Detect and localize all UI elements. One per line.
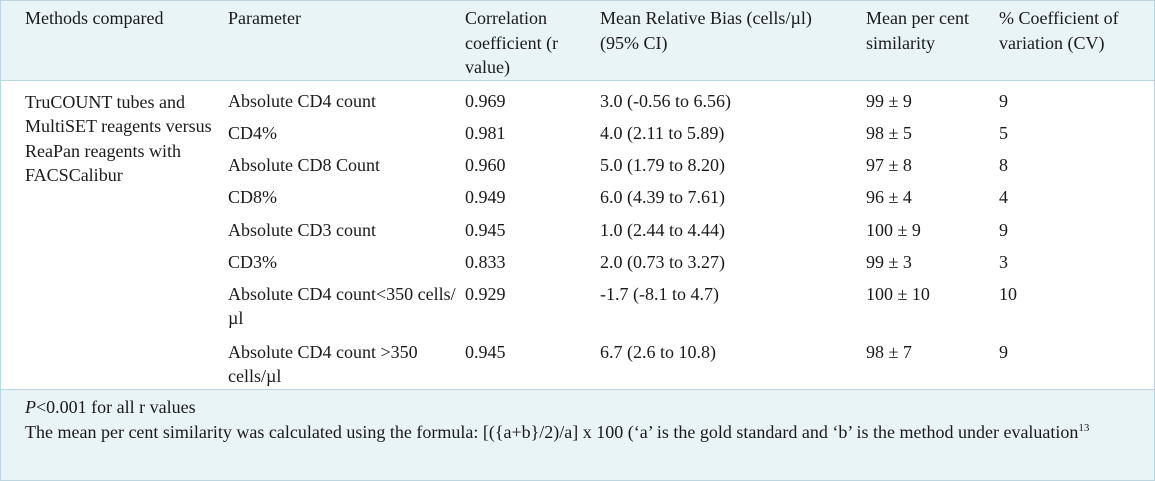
p-value-text: <0.001 for all r values: [36, 397, 196, 417]
r-value-cell: 0.945: [465, 220, 506, 240]
r-value-cell: 0.833: [465, 252, 506, 272]
r-value-cell: 0.960: [465, 155, 506, 175]
parameter-cell: CD4%: [228, 123, 277, 143]
parameter-cell: CD8%: [228, 187, 277, 207]
bias-cell: 5.0 (1.79 to 8.20): [600, 155, 725, 175]
r-value-cell: 0.945: [465, 342, 506, 362]
bias-cell: 3.0 (-0.56 to 6.56): [600, 91, 731, 111]
p-symbol: P: [25, 397, 36, 417]
r-value-cell: 0.949: [465, 187, 506, 207]
parameter-cell: Absolute CD8 Count: [228, 155, 381, 175]
parameter-cell: Absolute CD4 count >350 cells/µl: [228, 342, 418, 386]
similarity-cell: 98 ± 5: [866, 123, 912, 143]
footer-divider: [1, 389, 1154, 390]
cv-cell: 4: [999, 187, 1008, 207]
cv-cell: 9: [999, 342, 1008, 362]
similarity-cell: 100 ± 9: [866, 220, 921, 240]
cv-cell: 5: [999, 123, 1008, 143]
cv-cell: 9: [999, 220, 1008, 240]
header-parameter: Parameter: [228, 8, 301, 28]
parameter-cell: Absolute CD3 count: [228, 220, 376, 240]
bias-cell: 6.7 (2.6 to 10.8): [600, 342, 716, 362]
bias-cell: 1.0 (2.44 to 4.44): [600, 220, 725, 240]
bias-cell: 2.0 (0.73 to 3.27): [600, 252, 725, 272]
parameter-cell: CD3%: [228, 252, 277, 272]
cv-cell: 10: [999, 284, 1017, 304]
bias-cell: -1.7 (-8.1 to 4.7): [600, 284, 719, 304]
r-value-cell: 0.929: [465, 284, 506, 304]
header-cv: % Coefficient of variation (CV): [999, 8, 1119, 53]
reference-superscript: 13: [1078, 422, 1090, 434]
bias-cell: 6.0 (4.39 to 7.61): [600, 187, 725, 207]
similarity-cell: 96 ± 4: [866, 187, 912, 207]
p-value-note: P<0.001 for all r values: [25, 395, 196, 419]
methods-compared-cell: TruCOUNT tubes and MultiSET reagents ver…: [25, 92, 212, 186]
header-correlation: Correlation coefficient (r value): [465, 8, 559, 77]
header-similarity: Mean per cent similarity: [866, 8, 969, 53]
r-value-cell: 0.981: [465, 123, 506, 143]
formula-note: The mean per cent similarity was calcula…: [25, 420, 1115, 445]
header-divider: [1, 80, 1154, 81]
r-value-cell: 0.969: [465, 91, 506, 111]
similarity-cell: 99 ± 9: [866, 91, 912, 111]
cv-cell: 8: [999, 155, 1008, 175]
parameter-cell: Absolute CD4 count<350 cells/µl: [228, 284, 456, 328]
bias-cell: 4.0 (2.11 to 5.89): [600, 123, 725, 143]
table-header: Methods compared Parameter Correlation c…: [1, 1, 1154, 81]
header-bias: Mean Relative Bias (cells/µl) (95% CI): [600, 8, 812, 53]
cv-cell: 9: [999, 91, 1008, 111]
similarity-cell: 97 ± 8: [866, 155, 912, 175]
similarity-cell: 100 ± 10: [866, 284, 930, 304]
formula-text: The mean per cent similarity was calcula…: [25, 422, 1079, 442]
parameter-cell: Absolute CD4 count: [228, 91, 376, 111]
cv-cell: 3: [999, 252, 1008, 272]
similarity-cell: 99 ± 3: [866, 252, 912, 272]
header-methods: Methods compared: [25, 8, 164, 28]
similarity-cell: 98 ± 7: [866, 342, 912, 362]
table-body: TruCOUNT tubes and MultiSET reagents ver…: [1, 81, 1154, 389]
